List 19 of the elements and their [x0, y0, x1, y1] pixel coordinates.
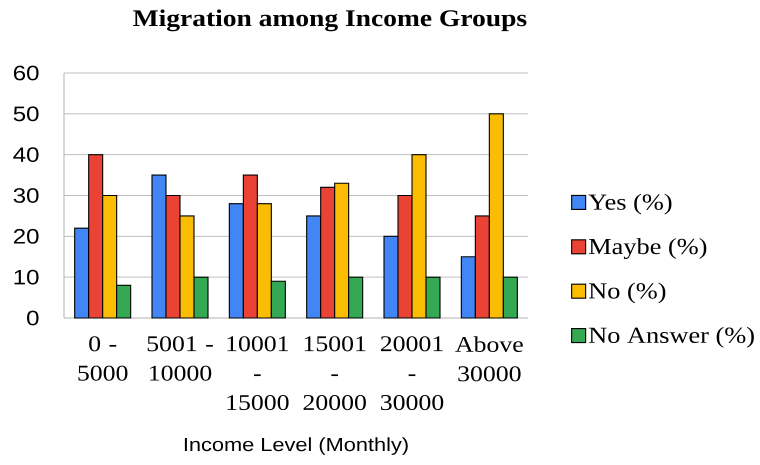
x-tick-label: 10001 - 15000 [227, 336, 289, 410]
legend-label: No (%) [588, 282, 666, 304]
y-tick-label: 0 [27, 310, 39, 326]
x-tick-label: 5001 - 10000 [148, 336, 213, 381]
x-axis-title: Income Level (Monthly) [184, 437, 408, 455]
x-tick-label: 0 - 5000 [78, 336, 128, 381]
y-tick-label: 30 [14, 188, 39, 203]
y-tick-label: 40 [13, 147, 39, 162]
legend-label: Maybe (%) [588, 238, 706, 259]
chart-title: Migration among Income Groups [133, 9, 526, 32]
y-tick-label: 10 [14, 270, 39, 285]
x-tick-label: 20001 - 30000 [380, 336, 444, 410]
legend-label: No Answer (%) [588, 326, 754, 348]
x-tick-label: 15001 - 20000 [304, 336, 366, 410]
y-tick-label: 60 [14, 66, 39, 80]
x-tick-label: Above 30000 [455, 336, 523, 382]
legend-label: Yes (%) [588, 194, 672, 214]
y-tick-label: 50 [14, 106, 39, 122]
y-tick-label: 20 [14, 228, 39, 244]
